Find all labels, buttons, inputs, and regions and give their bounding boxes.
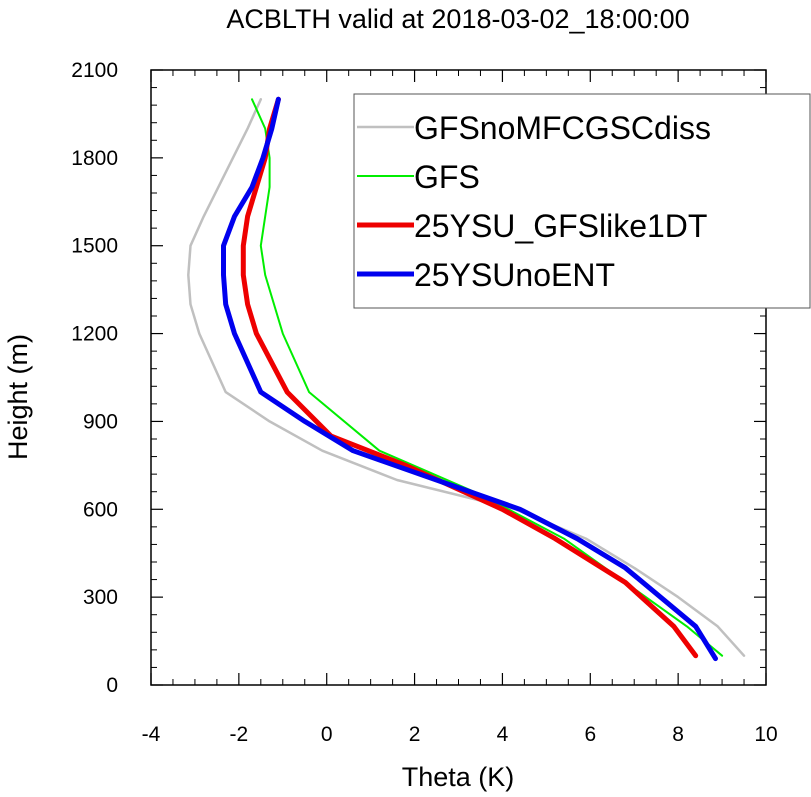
x-tick-label: -2 bbox=[230, 723, 249, 746]
y-tick-label: 1200 bbox=[71, 323, 118, 346]
y-tick-label: 2100 bbox=[71, 59, 118, 82]
legend-label: 25YSU_GFSlike1DT bbox=[414, 208, 707, 244]
y-tick-label: 600 bbox=[83, 498, 118, 521]
legend: GFSnoMFCGSCdiss GFS 25YSU_GFSlike1DT 25YSUn… bbox=[353, 93, 811, 309]
chart-title: ACBLTH valid at 2018-03-02_18:00:00 bbox=[226, 4, 689, 34]
legend-label: GFSnoMFCGSCdiss bbox=[414, 110, 711, 146]
x-tick-label: 8 bbox=[672, 723, 684, 746]
axis-ticks: -4 -2 0 2 4 6 8 10 0 300 600 900 1200 1500 1800 2100 bbox=[71, 59, 777, 746]
legend-box bbox=[353, 93, 811, 309]
series-line-1 bbox=[187, 98, 746, 657]
y-tick-label: 1800 bbox=[71, 147, 118, 170]
legend-label: GFS bbox=[414, 159, 480, 195]
series-group bbox=[187, 96, 746, 662]
series-line-4 bbox=[221, 96, 718, 662]
x-tick-label: 6 bbox=[584, 723, 596, 746]
y-tick-label: 900 bbox=[83, 410, 118, 433]
y-tick-label: 0 bbox=[106, 674, 118, 697]
y-axis-label: Height (m) bbox=[3, 334, 33, 460]
series-line-3 bbox=[240, 96, 699, 659]
legend-label: 25YSUnoENT bbox=[414, 257, 615, 293]
x-tick-label: 0 bbox=[321, 723, 333, 746]
x-tick-label: 10 bbox=[754, 723, 777, 746]
y-tick-label: 1500 bbox=[71, 235, 118, 258]
x-tick-label: 2 bbox=[409, 723, 421, 746]
y-tick-label: 300 bbox=[83, 586, 118, 609]
x-tick-label: -4 bbox=[142, 723, 161, 746]
x-tick-label: 4 bbox=[497, 723, 509, 746]
x-axis-label: Theta (K) bbox=[402, 762, 515, 792]
